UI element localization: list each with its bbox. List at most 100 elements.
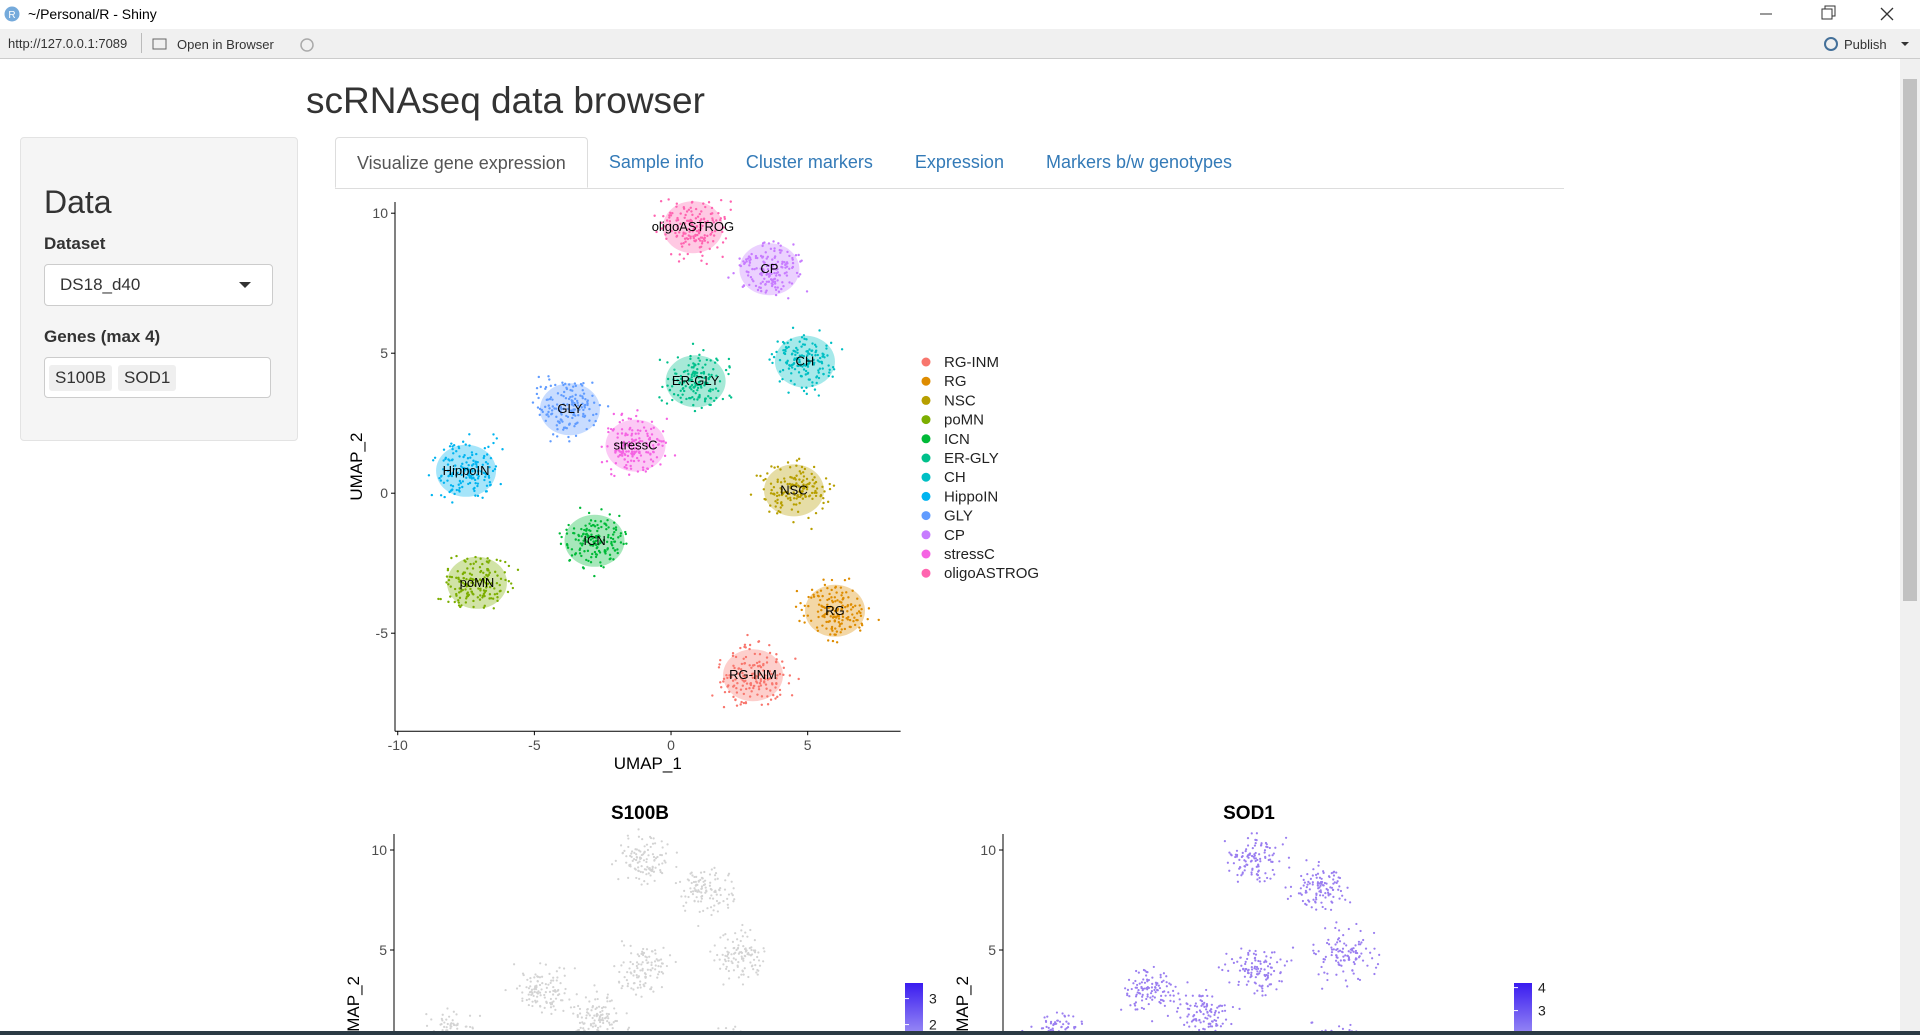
cell-dot bbox=[782, 349, 785, 352]
cell-dot bbox=[530, 993, 533, 996]
cell-dot bbox=[796, 351, 799, 354]
cell-dot bbox=[787, 297, 790, 300]
cell-dot bbox=[1167, 991, 1170, 994]
cell-dot bbox=[675, 202, 679, 205]
tab[interactable]: Expression bbox=[914, 152, 1004, 172]
cell-dot bbox=[630, 972, 633, 975]
refresh[interactable] bbox=[298, 36, 316, 54]
tab[interactable]: Sample info bbox=[608, 152, 704, 172]
cell-dot bbox=[613, 540, 616, 543]
cell-dot bbox=[1366, 964, 1369, 967]
cell-dot bbox=[699, 223, 702, 226]
open-browser[interactable]: Open in Browser bbox=[177, 37, 274, 52]
cell-dot bbox=[748, 259, 751, 262]
tab[interactable]: Cluster markers bbox=[745, 152, 873, 172]
cell-dot bbox=[1198, 994, 1201, 997]
cell-dot bbox=[1260, 967, 1263, 970]
cell-dot bbox=[591, 537, 594, 540]
tab[interactable]: Visualize gene expression bbox=[335, 137, 588, 188]
cell-dot bbox=[565, 414, 568, 418]
url[interactable]: http://127.0.0.1:7089 bbox=[8, 36, 128, 51]
cell-dot bbox=[752, 949, 755, 952]
tab[interactable]: Markers b/w genotypes bbox=[1045, 152, 1233, 172]
cell-dot bbox=[830, 625, 834, 629]
cell-dot bbox=[1244, 967, 1247, 971]
cell-dot bbox=[495, 592, 499, 595]
cell-dot bbox=[612, 412, 616, 416]
cell-dot bbox=[859, 614, 863, 618]
cell-dot bbox=[579, 1026, 582, 1029]
cell-dot bbox=[1326, 972, 1329, 975]
cell-dot bbox=[1268, 858, 1272, 861]
cell-dot bbox=[768, 510, 771, 513]
cell-dot bbox=[1172, 1000, 1175, 1003]
cell-dot bbox=[788, 492, 791, 496]
publish-caret[interactable] bbox=[1900, 41, 1910, 49]
cell-dot bbox=[539, 385, 542, 389]
cell-dot bbox=[580, 406, 583, 409]
cell-dot bbox=[801, 365, 804, 368]
cell-dot bbox=[728, 365, 731, 368]
cell-dot bbox=[682, 257, 686, 260]
cell-dot bbox=[614, 443, 617, 446]
dataset-select[interactable]: DS18_d40 bbox=[44, 264, 273, 306]
colorbar-label: 3 bbox=[929, 991, 937, 1007]
gene-chip[interactable]: S100B bbox=[49, 364, 113, 391]
cell-dot bbox=[694, 889, 697, 892]
cell-dot bbox=[812, 465, 816, 469]
cell-dot bbox=[570, 400, 574, 404]
colorbar-label: 2 bbox=[929, 1017, 937, 1031]
cell-dot bbox=[572, 385, 575, 388]
gene-chip[interactable]: SOD1 bbox=[118, 364, 177, 391]
cell-dot bbox=[732, 947, 735, 950]
cell-dot bbox=[485, 453, 489, 456]
cell-dot bbox=[627, 1026, 631, 1029]
cell-dot bbox=[703, 381, 707, 384]
cell-dot bbox=[802, 368, 806, 371]
cell-dot bbox=[563, 992, 566, 995]
cell-dot bbox=[598, 535, 601, 538]
cell-dot bbox=[579, 394, 582, 397]
cell-dot bbox=[585, 528, 588, 532]
cell-dot bbox=[760, 273, 763, 277]
cell-dot bbox=[635, 414, 638, 418]
cell-dot bbox=[835, 591, 838, 594]
cell-dot bbox=[1372, 931, 1376, 935]
cell-dot bbox=[464, 467, 467, 471]
cell-dot bbox=[806, 614, 810, 617]
cell-dot bbox=[659, 965, 662, 968]
cell-dot bbox=[730, 953, 733, 956]
cell-dot bbox=[630, 432, 634, 435]
cell-dot bbox=[800, 494, 803, 497]
cell-dot bbox=[734, 1025, 737, 1028]
cell-dot bbox=[773, 271, 776, 275]
cell-dot bbox=[1301, 899, 1305, 903]
genes-input[interactable]: S100B SOD1 bbox=[44, 357, 271, 398]
cell-dot bbox=[1151, 976, 1154, 979]
cell-dot bbox=[691, 395, 694, 399]
cell-dot bbox=[797, 371, 801, 374]
cell-dot bbox=[1232, 862, 1235, 865]
cell-dot bbox=[819, 589, 823, 592]
cell-dot bbox=[1259, 962, 1262, 965]
cell-dot bbox=[1253, 854, 1256, 857]
cell-dot bbox=[1243, 969, 1246, 973]
scrollbar[interactable] bbox=[1900, 59, 1920, 1035]
cell-dot bbox=[637, 444, 640, 448]
cell-dot bbox=[799, 485, 802, 489]
cell-dot bbox=[472, 476, 475, 479]
x-tick-label: -10 bbox=[388, 737, 408, 753]
cell-dot bbox=[606, 445, 609, 448]
cell-dot bbox=[594, 553, 598, 556]
taskbar-edge bbox=[0, 1031, 1920, 1035]
cell-dot bbox=[466, 467, 469, 470]
window-controls[interactable] bbox=[1750, 0, 1920, 29]
cell-dot bbox=[552, 989, 555, 992]
cell-dot bbox=[742, 260, 745, 263]
publish-icon bbox=[1824, 37, 1838, 51]
publish[interactable]: Publish bbox=[1844, 37, 1887, 52]
cell-dot bbox=[553, 407, 556, 410]
cell-dot bbox=[841, 591, 844, 594]
cell-dot bbox=[606, 993, 609, 996]
cell-dot bbox=[785, 346, 788, 350]
